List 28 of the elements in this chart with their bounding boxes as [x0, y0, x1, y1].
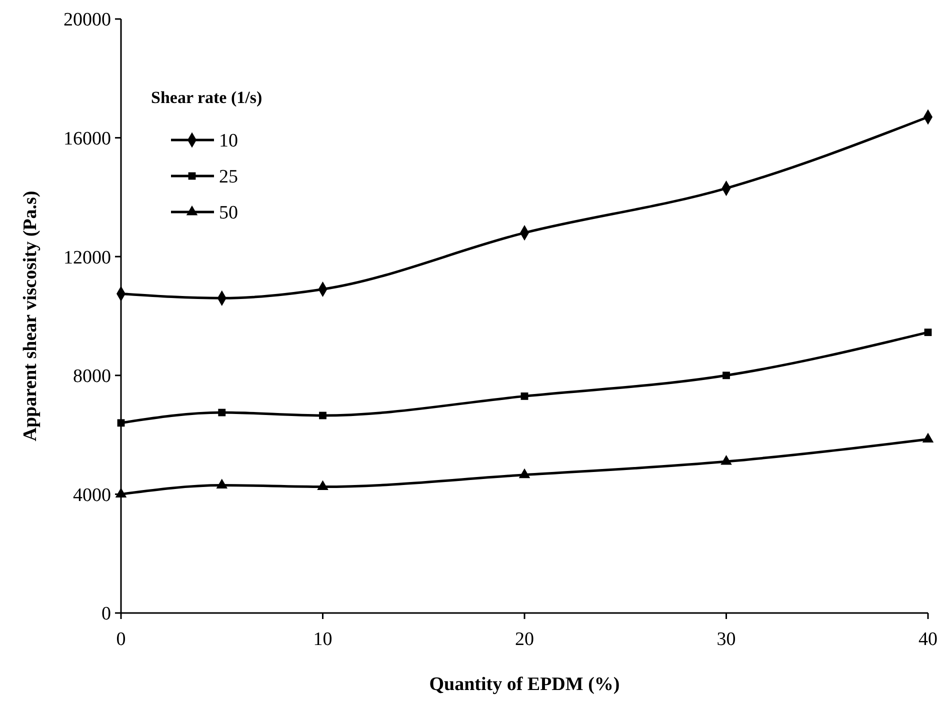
legend-label: 25 [219, 166, 238, 188]
x-tick-label: 40 [918, 629, 938, 650]
point [722, 372, 730, 380]
point [218, 408, 226, 416]
y-tick-label: 12000 [64, 247, 111, 268]
y-tick-label: 8000 [73, 366, 111, 388]
x-axis-title: Quantity of EPDM (%) [429, 674, 620, 695]
y-tick-label: 16000 [64, 128, 111, 150]
point [922, 432, 934, 443]
point [520, 392, 528, 400]
point [518, 468, 530, 478]
y-tick-label: 20000 [64, 10, 111, 31]
y-axis-title: Apparent shear viscosity (Pa.s) [20, 190, 41, 442]
x-tick-label: 20 [515, 629, 534, 650]
y-tick-label: 0 [102, 604, 111, 625]
point [216, 478, 228, 489]
point [117, 419, 125, 427]
y-tick-label: 4000 [73, 484, 111, 506]
legend-label: 10 [219, 130, 238, 152]
x-tick-label: 10 [313, 629, 332, 650]
x-tick-label: 0 [116, 629, 126, 650]
point [319, 412, 326, 420]
x-tick-label: 30 [716, 629, 736, 650]
point [924, 328, 932, 336]
point [317, 480, 328, 490]
point [720, 455, 732, 465]
legend-label: 50 [219, 202, 238, 224]
legend-title: Shear rate (1/s) [151, 88, 262, 107]
